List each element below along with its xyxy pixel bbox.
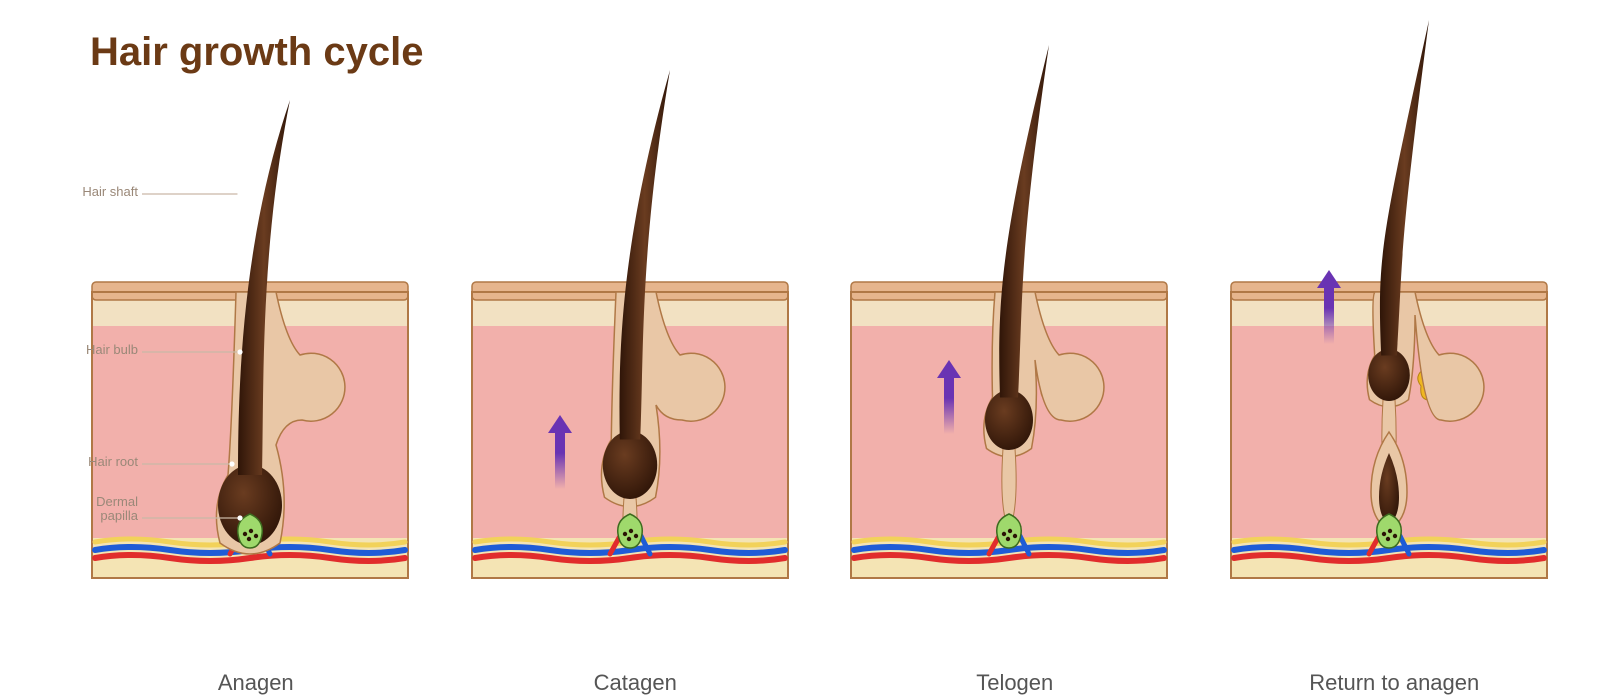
panel-svg: Hair shaftHair bulbHair rootDermalpapill… [90,0,410,580]
annotation-hair_root: Hair root [88,454,138,469]
annotation-hair_bulb: Hair bulb [86,342,138,357]
annotation-dermal_papilla: Dermalpapilla [96,494,139,523]
panel-telogen: Telogen [849,280,1181,656]
panel-svg [1229,0,1549,580]
panel-svg [849,0,1169,580]
panel-svg [470,0,790,580]
panel-caption: Return to anagen [1229,670,1561,696]
panels-row: Hair shaftHair bulbHair rootDermalpapill… [90,280,1560,656]
panel-return-to-anagen: Return to anagen [1229,280,1561,656]
panel-anagen: Hair shaftHair bulbHair rootDermalpapill… [90,280,422,656]
annotation-hair_shaft: Hair shaft [82,184,138,199]
panel-caption: Telogen [849,670,1181,696]
panel-catagen: Catagen [470,280,802,656]
panel-caption: Catagen [470,670,802,696]
panel-caption: Anagen [90,670,422,696]
